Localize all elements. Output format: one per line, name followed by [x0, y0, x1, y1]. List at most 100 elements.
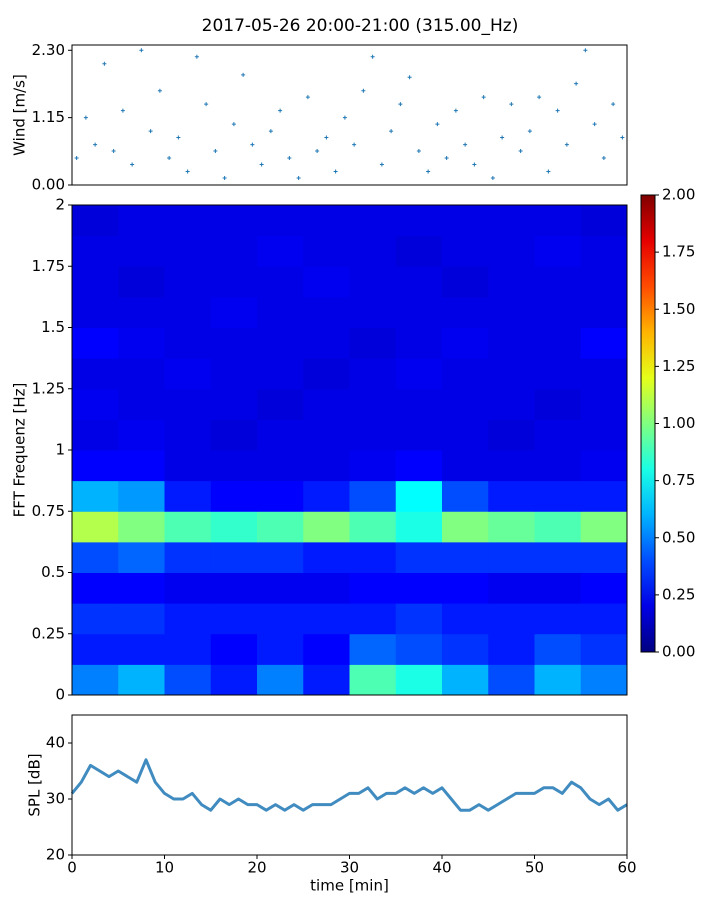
spectrogram-cell — [118, 633, 165, 665]
spectrogram-cell — [118, 664, 165, 696]
spectrogram-cell — [534, 388, 582, 420]
spectrogram-cell — [580, 327, 628, 359]
wind-point — [259, 162, 264, 167]
spectrogram-cell — [349, 664, 397, 696]
wind-point — [592, 122, 597, 127]
wind-point — [453, 108, 458, 113]
wind-point — [111, 149, 116, 154]
spectrogram-cell — [442, 266, 489, 298]
spectrogram-cell — [118, 541, 165, 573]
spectrogram-cell — [303, 633, 350, 665]
spectrogram-cell — [118, 266, 165, 298]
spectrogram-cell — [257, 235, 304, 267]
spectrogram-cell — [303, 266, 350, 298]
spectrogram-cell — [488, 327, 535, 359]
wind-point — [278, 108, 283, 113]
wind-point — [250, 142, 255, 147]
y-tick-label: 40 — [46, 734, 65, 752]
spectrogram-cell — [72, 388, 119, 420]
spectrogram-cell — [118, 388, 165, 420]
spectrogram-cell — [442, 358, 489, 390]
spectrogram-cell — [349, 266, 397, 298]
spectrogram-cell — [442, 511, 489, 543]
wind-point — [157, 88, 162, 93]
y-tick-label: 30 — [46, 790, 65, 808]
wind-point — [296, 175, 301, 180]
spectrogram-cell — [442, 572, 489, 604]
wind-point — [444, 156, 449, 161]
wind-point — [398, 102, 403, 107]
spectrogram-cell — [580, 572, 628, 604]
spectrogram-cell — [442, 388, 489, 420]
wind-point — [148, 129, 153, 134]
spectrogram-cell — [349, 205, 397, 237]
spectrogram-cell — [488, 235, 535, 267]
spectrogram-cell — [72, 235, 119, 267]
spectrogram-cell — [534, 419, 582, 451]
spectrogram-cell — [257, 603, 304, 635]
y-tick-label: 0.00 — [32, 176, 65, 194]
spectrogram-cell — [210, 633, 258, 665]
y-tick-label: 1.75 — [32, 257, 65, 275]
y-axis-label: FFT Frequenz [Hz] — [11, 383, 29, 518]
spectrogram-cell — [580, 664, 628, 696]
wind-point — [564, 142, 569, 147]
spectrogram-cell — [118, 450, 165, 482]
wind-point — [342, 115, 347, 120]
wind-point — [574, 81, 579, 86]
spectrogram-cell — [534, 480, 582, 512]
y-tick-label: 1.15 — [32, 108, 65, 126]
spectrogram-cell — [164, 327, 212, 359]
wind-point — [167, 156, 172, 161]
wind-point — [527, 129, 532, 134]
wind-point — [361, 88, 366, 93]
spectrogram-cell — [210, 450, 258, 482]
spectrogram-cell — [488, 205, 535, 237]
wind-point — [537, 95, 542, 100]
spectrogram-cell — [303, 296, 350, 328]
spectrogram-cell — [118, 358, 165, 390]
wind-point — [241, 72, 246, 77]
wind-point — [324, 135, 329, 140]
spectrogram-cell — [72, 511, 119, 543]
spectrogram-cell — [442, 480, 489, 512]
spectrogram-cell — [118, 419, 165, 451]
spectrogram-cell — [580, 603, 628, 635]
spectrogram-cell — [349, 296, 397, 328]
spectrogram-cell — [118, 603, 165, 635]
spectrogram-cell — [349, 603, 397, 635]
spectrogram-cell — [395, 633, 443, 665]
wind-point — [620, 135, 625, 140]
spectrogram-cell — [349, 450, 397, 482]
spectrogram-cell — [164, 664, 212, 696]
wind-point — [194, 54, 199, 59]
spectrogram-cell — [164, 480, 212, 512]
spectrogram-cell — [210, 603, 258, 635]
x-tick-label: 30 — [340, 859, 359, 877]
spectrogram-cell — [303, 603, 350, 635]
spectrogram-cell — [395, 358, 443, 390]
spectrogram-cell — [395, 480, 443, 512]
y-tick-label: 2 — [55, 196, 65, 214]
spectrogram-cell — [349, 511, 397, 543]
spectrogram-cell — [72, 205, 119, 237]
spectrogram-cell — [118, 205, 165, 237]
wind-point — [379, 162, 384, 167]
spectrogram-cell — [257, 511, 304, 543]
spectrogram-cell — [488, 419, 535, 451]
wind-point — [435, 122, 440, 127]
spectrogram-cell — [257, 572, 304, 604]
wind-point — [490, 175, 495, 180]
y-tick-label: 0.5 — [41, 563, 65, 581]
wind-point — [222, 175, 227, 180]
y-tick-label: 2.30 — [32, 41, 65, 59]
colorbar-tick-label: 0.00 — [662, 643, 695, 661]
y-tick-label: 1.25 — [32, 379, 65, 397]
spectrogram-cell — [257, 266, 304, 298]
spectrogram-cell — [442, 603, 489, 635]
spectrogram-cell — [257, 388, 304, 420]
spectrogram-cell — [303, 541, 350, 573]
spectrogram-cell — [534, 358, 582, 390]
spectrogram-cell — [164, 419, 212, 451]
spectrogram-cell — [164, 388, 212, 420]
